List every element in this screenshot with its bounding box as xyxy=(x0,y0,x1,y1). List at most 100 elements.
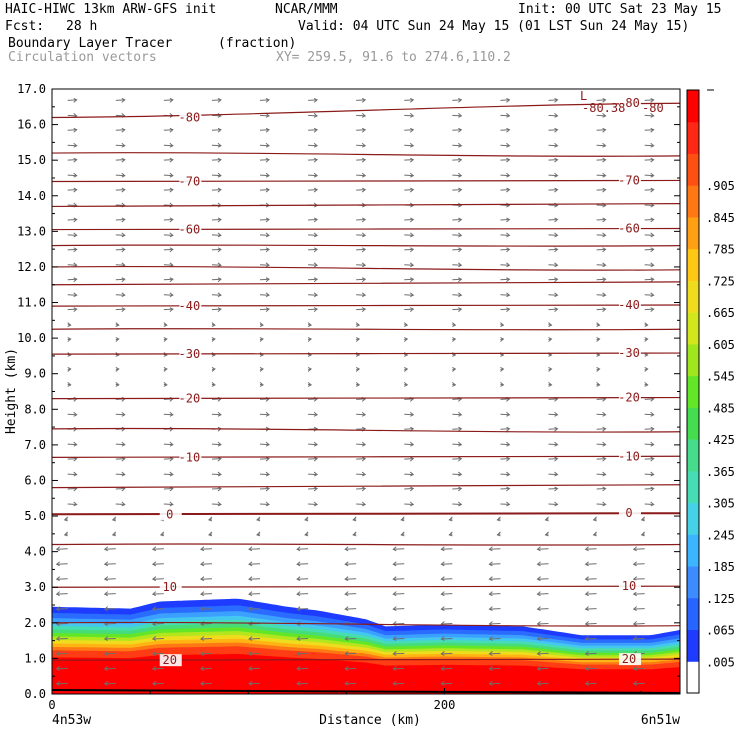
circulation-vector xyxy=(452,264,462,266)
circulation-vector xyxy=(115,204,125,207)
circulation-vector xyxy=(404,413,414,416)
circulation-vector-head xyxy=(403,322,409,328)
circulation-vector-head xyxy=(361,112,367,118)
circulation-vector-head xyxy=(488,680,493,686)
temperature-contour xyxy=(51,484,681,489)
circulation-vector-head xyxy=(650,142,655,148)
circulation-vector-head xyxy=(506,142,511,148)
circulation-vector xyxy=(56,608,68,610)
colorbar-swatch xyxy=(687,597,699,631)
circulation-vector-head xyxy=(506,277,511,283)
circulation-vector-head xyxy=(211,366,216,372)
circulation-vector-head xyxy=(650,187,655,193)
circulation-vector-head xyxy=(304,531,309,537)
circulation-vector-head xyxy=(650,486,655,492)
circulation-vector xyxy=(67,458,77,460)
circulation-vector-head xyxy=(554,426,559,432)
circulation-vector-head xyxy=(458,441,463,447)
circulation-vector-head xyxy=(115,352,120,357)
circulation-vector-head xyxy=(67,337,72,342)
colorbar-label: .605 xyxy=(706,338,735,352)
circulation-vector xyxy=(249,667,261,670)
y-tick-label: 0.0 xyxy=(24,687,46,701)
colorbar-swatch xyxy=(687,312,699,345)
temperature-contour--30 xyxy=(51,352,681,355)
temperature-contour--70 xyxy=(51,179,681,183)
circulation-vector xyxy=(345,652,357,655)
circulation-vector xyxy=(211,473,221,476)
circulation-vector-head xyxy=(121,172,126,178)
circulation-vector-head xyxy=(602,456,607,462)
colorbar-swatch xyxy=(687,375,699,408)
circulation-vector-head xyxy=(392,546,397,552)
circulation-vector xyxy=(56,548,68,550)
circulation-vector-head xyxy=(584,636,589,641)
circulation-vector-head xyxy=(409,411,415,417)
circulation-vector-head xyxy=(536,651,541,656)
circulation-vector xyxy=(596,248,606,251)
circulation-vector-head xyxy=(103,576,109,582)
circulation-vector-head xyxy=(73,217,78,223)
circulation-vector xyxy=(393,682,405,685)
circulation-vector-head xyxy=(344,561,349,567)
circulation-vector-head xyxy=(650,456,655,462)
circulation-vector xyxy=(644,248,654,251)
circulation-vector-head xyxy=(554,232,559,238)
circulation-vector-head xyxy=(265,307,270,313)
contour-label: 10 xyxy=(622,579,636,593)
circulation-vector xyxy=(308,174,318,177)
circulation-vector xyxy=(393,608,405,610)
circulation-vector xyxy=(56,637,68,640)
circulation-vector xyxy=(633,682,645,685)
circulation-vector-head xyxy=(169,501,174,507)
circulation-vector xyxy=(259,473,270,476)
circulation-vector-head xyxy=(63,516,69,522)
colorbar-swatch xyxy=(687,470,699,504)
circulation-vector xyxy=(548,234,558,236)
circulation-vector xyxy=(644,129,654,131)
circulation-vector xyxy=(308,99,318,101)
circulation-vector-head xyxy=(151,680,157,686)
circulation-vector-head xyxy=(217,292,222,298)
circulation-vector-head xyxy=(409,157,415,163)
y-tick-label: 13.0 xyxy=(17,224,46,238)
contour-label: 0 xyxy=(166,507,173,521)
circulation-vector-head xyxy=(458,501,463,507)
circulation-vector xyxy=(211,503,221,505)
circulation-vector xyxy=(596,473,606,476)
circulation-vector xyxy=(537,682,549,685)
contour-label: -30 xyxy=(179,347,201,361)
circulation-vector xyxy=(393,593,405,595)
circulation-vector xyxy=(644,218,654,221)
circulation-vector xyxy=(211,308,221,311)
circulation-vector xyxy=(548,189,558,191)
circulation-vector-head xyxy=(352,516,357,522)
circulation-vector-head xyxy=(313,277,319,283)
circulation-vector-head xyxy=(584,606,589,612)
circulation-vector xyxy=(163,473,173,476)
circulation-vector xyxy=(152,667,164,670)
circulation-vector-head xyxy=(400,531,405,537)
circulation-vector xyxy=(644,503,654,505)
x-tick-label: 200 xyxy=(434,698,456,712)
circulation-vector xyxy=(259,308,270,311)
circulation-vector xyxy=(297,637,309,640)
circulation-vector-head xyxy=(265,501,270,507)
circulation-vector-head xyxy=(409,456,415,462)
circulation-vector xyxy=(393,623,405,625)
circulation-vector xyxy=(585,637,597,640)
circulation-vector xyxy=(356,308,366,311)
circulation-vector xyxy=(67,189,77,191)
circulation-vector-head xyxy=(361,97,367,103)
contour-label-bg xyxy=(179,451,202,464)
circulation-vector-head xyxy=(55,636,61,641)
circulation-vector xyxy=(356,248,366,251)
circulation-vector xyxy=(200,563,212,565)
circulation-vector-head xyxy=(169,127,174,133)
circulation-vector-head xyxy=(217,97,222,103)
circulation-vector xyxy=(345,667,357,670)
circulation-vector xyxy=(644,473,654,476)
circulation-vector xyxy=(596,428,606,430)
circulation-vector xyxy=(452,218,462,221)
circulation-vector-head xyxy=(296,606,301,612)
